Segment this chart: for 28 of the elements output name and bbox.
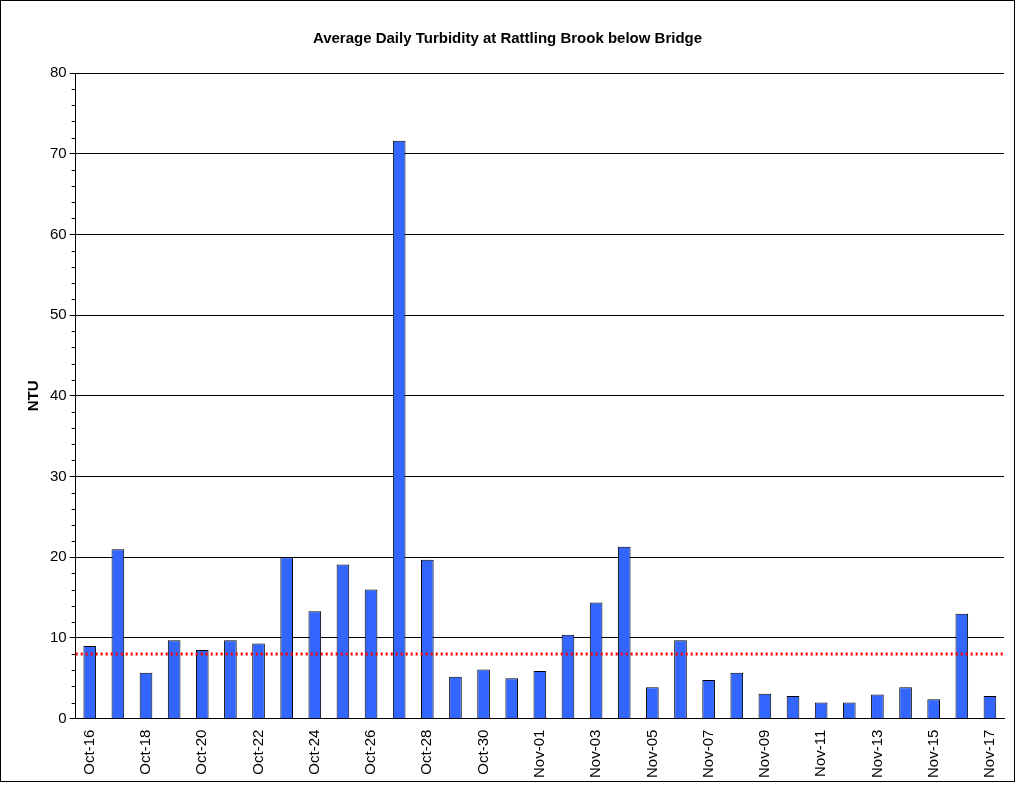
x-tick-label: Oct-22 [248,729,266,775]
x-tick-label: Nov-15 [923,729,941,778]
x-tick-label: Nov-11 [811,729,829,777]
x-tick-label: Nov-01 [529,729,547,778]
x-tick-label: Oct-30 [473,729,491,775]
y-tick-label: 60 [50,224,67,242]
x-tick-label: Oct-16 [79,729,97,775]
y-tick-label: 0 [58,708,67,726]
x-tick-label: Nov-09 [755,729,773,778]
x-tick-label: Oct-24 [304,729,322,775]
y-axis-title: NTU [24,380,42,412]
x-tick-label: Nov-05 [642,729,660,778]
y-tick-label: 40 [50,385,67,403]
x-tick-label: Oct-18 [136,729,154,775]
y-tick-label: 10 [50,628,67,646]
x-tick-label: Oct-28 [417,729,435,775]
y-tick-label: 50 [50,305,67,323]
x-tick-label: Nov-07 [698,729,716,778]
y-tick-label: 30 [50,466,67,484]
x-tick-label: Nov-03 [586,729,604,778]
y-tick-label: 70 [50,143,67,161]
x-tick-label: Oct-20 [192,729,210,775]
y-tick-label: 20 [50,547,67,565]
x-tick-label: Nov-17 [980,729,998,778]
y-tick-label: 80 [50,63,67,81]
x-tick-label: Nov-13 [867,729,885,778]
chart-title: Average Daily Turbidity at Rattling Brook below Bridge [311,29,704,46]
x-tick-label: Oct-26 [361,729,379,775]
